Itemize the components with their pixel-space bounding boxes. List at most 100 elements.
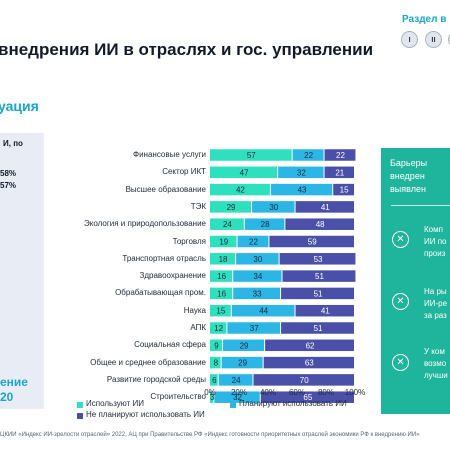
category-label: Социальная сфера [134,340,206,350]
bar-segment [269,235,354,248]
section-nav-label: Раздел в [402,14,447,25]
bar-segment [263,356,354,369]
page-title: внедрения ИИ в отраслях и гос. управлени… [0,40,374,59]
data-label: 53 [314,255,323,264]
section-subtitle: уация [0,98,39,114]
category-label: Общее и среднее образование [90,357,206,367]
bar-segment [221,356,263,369]
barriers-title: Барьеры внедрен выявлен [390,157,427,196]
category-label: Сектор ИКТ [162,167,206,177]
barrier-item-3-line-1: У ком [424,347,445,356]
bar-segment [210,304,231,317]
close-circle-icon: ✕ [392,354,409,371]
bar-segment [210,322,227,334]
category-label: Строительство [150,392,206,402]
barrier-item-1-line-1: Комп [424,225,443,234]
section-2-button[interactable]: II [425,31,442,48]
data-label: 34 [253,272,262,281]
data-label: 24 [232,376,241,385]
bar-segment [333,183,354,196]
bar-segment [236,253,279,265]
data-label: 32 [233,393,242,402]
data-label: 6 [212,376,217,385]
data-label: 29 [238,359,247,368]
legend-label-use: Используют ИИ [86,399,144,408]
category-label: Высшее образование [125,184,206,194]
barrier-item-3-line-3: лучши [424,371,448,380]
legend-label-plan: Планируют использовать ИИ [239,399,347,408]
bar-segment [210,149,292,161]
data-label: 22 [336,151,345,160]
bar-segment [252,201,295,213]
data-label: 42 [236,186,245,195]
barrier-item-1-line-2: ИИ по [424,237,447,246]
barrier-item-3-line-2: возмо [424,359,447,368]
data-label: 16 [217,289,226,298]
x-tick-label: 100% [345,388,365,397]
data-label: 59 [308,238,317,247]
data-label: 33 [253,289,262,298]
category-label: Транспортная отрасль [122,253,206,263]
bar-segment [210,183,270,196]
bar-segment [265,339,354,352]
bar-segment [324,166,354,179]
left-panel-stat-1: 58% [0,169,17,178]
section-1-button[interactable]: I [401,31,418,48]
legend-swatch-no-plan [77,413,83,419]
barrier-item-3: У ком возмо лучши [424,346,448,382]
x-tick-label: 0% [204,388,216,397]
data-label: 3 [210,393,215,402]
bar-segment [281,322,354,334]
bar-segment [278,166,324,179]
bar-segment [210,374,218,386]
data-label: 41 [321,203,330,212]
bar-segment [210,235,237,248]
data-label: 21 [335,168,344,177]
x-tick-label: 20% [231,388,247,397]
data-label: 51 [314,289,323,298]
bar-segment [285,218,354,230]
close-circle-icon: ✕ [392,231,409,248]
bar-segment [282,270,356,282]
bar-segment [214,391,260,403]
bar-segment [279,253,356,265]
bar-segment [244,218,285,230]
x-tick-label: 80% [318,388,334,397]
bar-segment [223,339,265,352]
left-panel-big-line-2: 20 [0,390,14,404]
data-label: 32 [297,168,306,177]
data-label: 57 [247,151,256,160]
bar-segment [227,322,281,334]
bar-segment [233,270,282,282]
category-label: Обрабатывающая пром. [115,288,206,298]
left-panel-big-line-1: ение [0,375,28,389]
category-label: Торговля [172,236,206,246]
data-label: 30 [269,203,278,212]
x-tick-label: 40% [260,388,276,397]
bar-segment [210,339,223,352]
data-label: 22 [249,238,258,247]
category-label: Финансовые услуги [132,150,206,159]
data-label: 43 [298,186,307,195]
data-label: 18 [219,255,228,264]
data-label: 30 [253,255,262,264]
bar-segment [210,253,236,265]
data-label: 19 [219,238,228,247]
category-label: Экология и природопользование [84,219,206,229]
data-label: 16 [217,272,226,281]
data-label: 22 [304,151,313,160]
data-label: 51 [315,272,324,281]
left-panel-heading: И, по [3,139,23,148]
bar-segment [231,304,295,317]
data-label: 62 [306,341,315,350]
data-label: 8 [214,359,219,368]
bar-segment [281,287,354,300]
data-label: 48 [316,220,325,229]
legend-label-no-plan: Не планируют использовать ИИ [86,410,205,419]
bar-segment [210,218,244,230]
barrier-item-1: Комп ИИ по произ [424,224,447,260]
bar-segment [210,166,278,179]
data-label: 65 [303,393,312,402]
barriers-title-line-1: Барьеры [390,158,428,168]
